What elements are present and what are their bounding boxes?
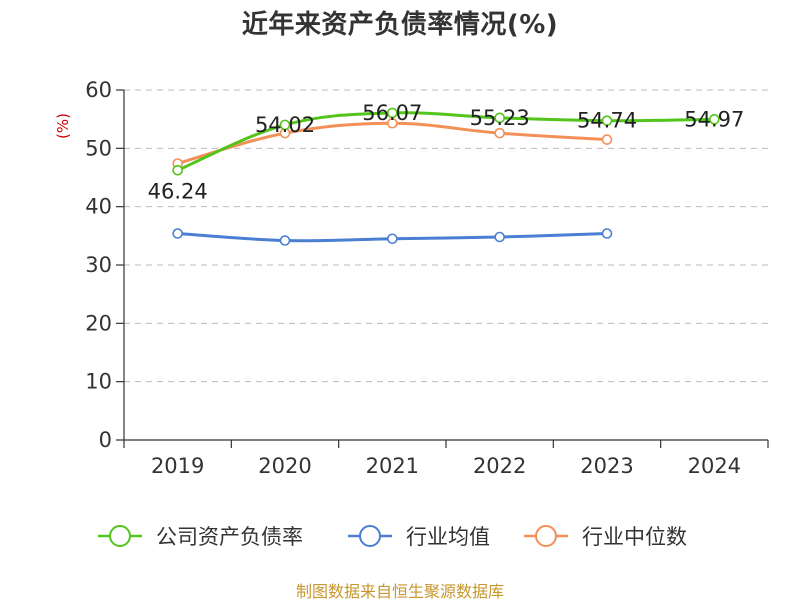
y-tick-label: 0 [99, 428, 112, 452]
data-point [172, 164, 183, 176]
axes: 0 10 20 30 40 50 60 2019 2020 2021 2022 2023 2024 [85, 78, 769, 478]
legend-swatch-marker [535, 525, 557, 547]
data-point [172, 228, 183, 239]
data-point [601, 134, 613, 145]
source-footer: 制图数据来自恒生聚源数据库 [295, 582, 504, 601]
data-point [494, 127, 505, 139]
y-tick-label: 20 [85, 311, 112, 335]
data-point [601, 115, 613, 126]
data-label: 54.74 [577, 109, 637, 133]
data-point [601, 228, 613, 239]
data-label: 54.97 [684, 107, 744, 131]
legend-label: 公司资产负债率 [156, 525, 303, 549]
x-tick-label: 2019 [151, 454, 204, 478]
data-labels: 46.24 54.02 56.07 55.23 54.74 54.97 [148, 101, 745, 203]
data-point [279, 235, 291, 246]
data-label: 54.02 [255, 113, 315, 137]
legend-swatch-marker [109, 525, 131, 547]
y-tick-label: 30 [85, 253, 112, 277]
x-tick-label: 2024 [688, 454, 741, 478]
x-tick-label: 2020 [258, 454, 311, 478]
y-tick-label: 40 [85, 195, 112, 219]
data-point [279, 119, 291, 131]
data-label: 55.23 [470, 106, 530, 130]
series-line [177, 111, 715, 172]
data-label: 56.07 [362, 101, 422, 125]
x-tick-label: 2021 [366, 454, 419, 478]
data-point [709, 114, 720, 125]
series-lines [172, 107, 720, 246]
grid-lines [124, 89, 768, 383]
y-axis-unit-label: (%) [54, 113, 72, 139]
legend-swatch-marker [359, 525, 381, 547]
data-point [494, 231, 505, 243]
data-point [494, 112, 505, 124]
data-point [387, 233, 398, 245]
legend-label: 行业均值 [406, 525, 490, 549]
legend: 公司资产负债率 行业均值 行业中位数 [98, 525, 687, 549]
series-line [177, 121, 608, 165]
data-label: 46.24 [148, 179, 208, 203]
data-point [387, 107, 398, 119]
x-tick-label: 2023 [580, 454, 633, 478]
y-tick-label: 60 [85, 78, 112, 102]
y-tick-label: 50 [85, 136, 112, 160]
chart-title: 近年来资产负债率情况(%) [241, 10, 559, 40]
data-point [387, 117, 398, 129]
legend-label: 行业中位数 [582, 525, 687, 549]
x-tick-label: 2022 [473, 454, 526, 478]
y-tick-label: 10 [85, 370, 112, 394]
